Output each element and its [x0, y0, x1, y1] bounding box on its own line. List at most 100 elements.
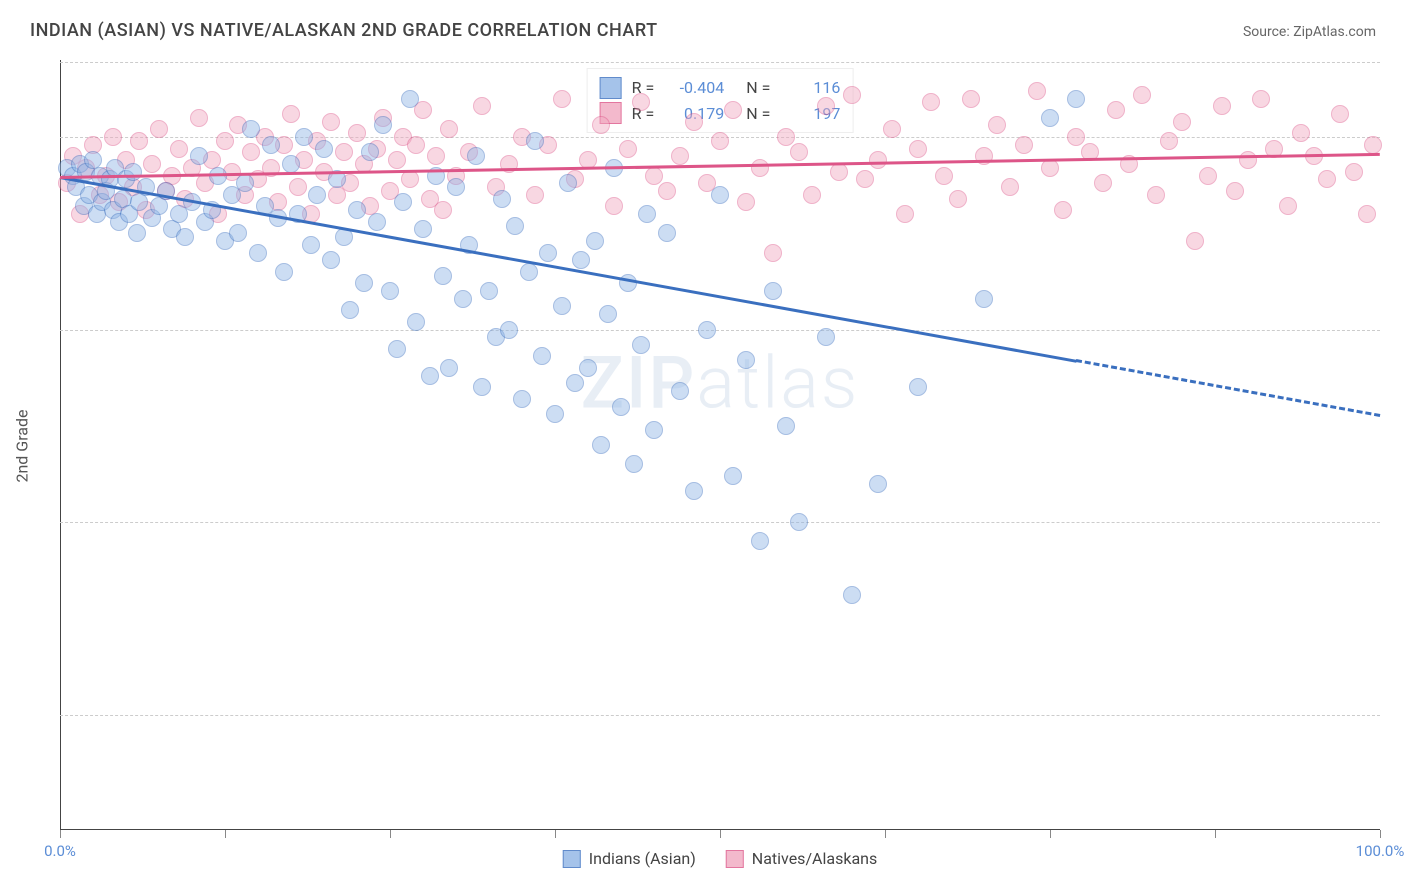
data-point — [282, 155, 300, 173]
data-point — [579, 359, 597, 377]
data-point — [493, 190, 511, 208]
data-point — [388, 340, 406, 358]
data-point — [526, 132, 544, 150]
data-point — [1186, 232, 1204, 250]
data-point — [143, 155, 161, 173]
data-point — [1213, 97, 1231, 115]
data-point — [777, 128, 795, 146]
data-point — [777, 417, 795, 435]
data-point — [407, 313, 425, 331]
chart-area: ZIPatlas R =-0.404N =116R =0.179N =197 I… — [60, 60, 1380, 830]
data-point — [658, 182, 676, 200]
data-point — [315, 140, 333, 158]
y-tick-label: 85.0% — [1390, 706, 1406, 724]
data-point — [553, 90, 571, 108]
data-point — [467, 147, 485, 165]
data-point — [698, 321, 716, 339]
source-label: Source: ZipAtlas.com — [1243, 24, 1376, 40]
data-point — [381, 282, 399, 300]
data-point — [632, 93, 650, 111]
gridline-h — [60, 330, 1380, 331]
data-point — [1147, 186, 1165, 204]
data-point — [407, 136, 425, 154]
data-point — [539, 244, 557, 262]
data-point — [1107, 101, 1125, 119]
data-point — [724, 101, 742, 119]
data-point — [724, 467, 742, 485]
data-point — [289, 178, 307, 196]
data-point — [388, 151, 406, 169]
data-point — [1028, 82, 1046, 100]
data-point — [1133, 86, 1151, 104]
data-point — [500, 321, 518, 339]
data-point — [685, 482, 703, 500]
data-point — [586, 232, 604, 250]
data-point — [506, 217, 524, 235]
data-point — [638, 205, 656, 223]
data-point — [790, 143, 808, 161]
data-point — [1345, 163, 1363, 181]
data-point — [229, 224, 247, 242]
data-point — [949, 190, 967, 208]
legend-item: Natives/Alaskans — [726, 849, 877, 868]
data-point — [658, 224, 676, 242]
y-axis-label: 2nd Grade — [13, 409, 32, 482]
data-point — [975, 290, 993, 308]
data-point — [817, 328, 835, 346]
data-point — [322, 113, 340, 131]
data-point — [751, 532, 769, 550]
data-point — [843, 586, 861, 604]
data-point — [361, 143, 379, 161]
x-tick-label: 0.0% — [44, 842, 76, 860]
data-point — [236, 174, 254, 192]
data-point — [473, 97, 491, 115]
data-point — [592, 436, 610, 454]
data-point — [625, 455, 643, 473]
data-point — [150, 120, 168, 138]
data-point — [513, 390, 531, 408]
data-point — [1279, 197, 1297, 215]
data-point — [282, 105, 300, 123]
data-point — [421, 367, 439, 385]
data-point — [988, 116, 1006, 134]
data-point — [1041, 109, 1059, 127]
data-point — [612, 398, 630, 416]
data-point — [764, 282, 782, 300]
gridline-h — [60, 62, 1380, 63]
data-point — [671, 382, 689, 400]
data-point — [1364, 136, 1382, 154]
data-point — [764, 244, 782, 262]
data-point — [434, 201, 452, 219]
data-point — [130, 132, 148, 150]
data-point — [150, 197, 168, 215]
data-point — [401, 170, 419, 188]
data-point — [632, 336, 650, 354]
data-point — [454, 290, 472, 308]
data-point — [190, 147, 208, 165]
data-point — [374, 116, 392, 134]
data-point — [526, 186, 544, 204]
data-point — [1331, 105, 1349, 123]
data-point — [480, 282, 498, 300]
data-point — [737, 351, 755, 369]
data-point — [308, 186, 326, 204]
data-point — [546, 405, 564, 423]
legend-item: Indians (Asian) — [563, 849, 696, 868]
data-point — [341, 301, 359, 319]
data-point — [1199, 167, 1217, 185]
correlation-legend: R =-0.404N =116R =0.179N =197 — [587, 68, 854, 133]
data-point — [1160, 132, 1178, 150]
data-point — [249, 244, 267, 262]
data-point — [533, 347, 551, 365]
data-point — [605, 197, 623, 215]
x-tick — [885, 830, 886, 838]
data-point — [935, 167, 953, 185]
data-point — [572, 251, 590, 269]
x-tick — [60, 830, 61, 838]
data-point — [896, 205, 914, 223]
data-point — [645, 421, 663, 439]
data-point — [599, 305, 617, 323]
x-tick — [720, 830, 721, 838]
data-point — [751, 159, 769, 177]
data-point — [559, 174, 577, 192]
